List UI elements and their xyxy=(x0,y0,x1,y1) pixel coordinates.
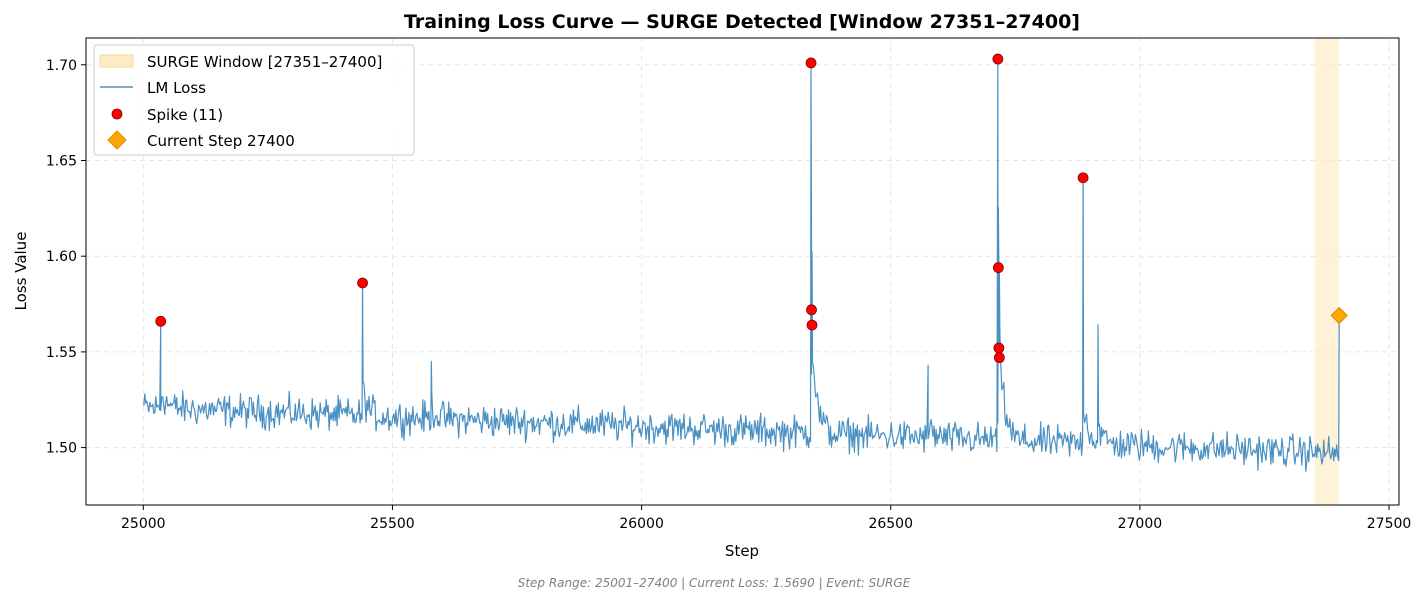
y-tick-label: 1.65 xyxy=(46,153,77,169)
spike-marker xyxy=(806,319,818,331)
y-tick-label: 1.70 xyxy=(46,58,77,74)
spike-marker xyxy=(1077,172,1089,184)
y-tick-label: 1.50 xyxy=(46,441,77,457)
spike-marker xyxy=(992,262,1004,274)
surge-window-rect xyxy=(1314,38,1340,505)
x-tick-label: 27500 xyxy=(1367,516,1412,532)
x-tick-label: 25000 xyxy=(121,516,166,532)
x-axis-ticks: 25000 25500 26000 26500 27000 27500 xyxy=(121,505,1411,532)
marker-layer xyxy=(155,53,1348,364)
x-axis-label: Step xyxy=(725,542,759,560)
legend: SURGE Window [27351–27400] LM Loss Spike… xyxy=(93,44,415,156)
spike-marker xyxy=(993,352,1005,364)
y-axis-label: Loss Value xyxy=(12,232,30,311)
legend-swatch-spike xyxy=(111,108,123,120)
legend-swatch-current xyxy=(107,130,127,150)
legend-label-spike: Spike (11) xyxy=(147,106,223,124)
legend-label-surge: SURGE Window [27351–27400] xyxy=(147,53,382,71)
x-tick-label: 27000 xyxy=(1118,516,1163,532)
loss-series-line xyxy=(143,58,1340,472)
y-axis-ticks: 1.50 1.55 1.60 1.65 1.70 xyxy=(46,58,86,457)
spike-marker xyxy=(806,304,817,316)
footer-caption: Step Range: 25001–27400 | Current Loss: … xyxy=(518,576,911,590)
loss-line-layer xyxy=(143,58,1340,472)
spike-marker xyxy=(155,315,167,327)
spike-marker xyxy=(357,277,368,289)
spike-marker xyxy=(805,57,817,69)
current-step-marker xyxy=(1330,306,1348,325)
x-tick-label: 26500 xyxy=(868,516,913,532)
legend-label-loss: LM Loss xyxy=(147,79,206,97)
chart-title: Training Loss Curve — SURGE Detected [Wi… xyxy=(404,11,1080,33)
y-tick-label: 1.60 xyxy=(46,249,77,265)
x-tick-label: 26000 xyxy=(619,516,664,532)
legend-box xyxy=(93,44,415,156)
surge-window-band xyxy=(1314,38,1340,505)
y-tick-label: 1.55 xyxy=(46,345,77,361)
x-tick-label: 25500 xyxy=(370,516,415,532)
spike-marker xyxy=(993,342,1005,354)
spike-marker xyxy=(992,53,1004,65)
plot-frame xyxy=(85,37,1400,506)
legend-label-current: Current Step 27400 xyxy=(147,132,295,150)
legend-swatch-surge xyxy=(99,54,134,68)
